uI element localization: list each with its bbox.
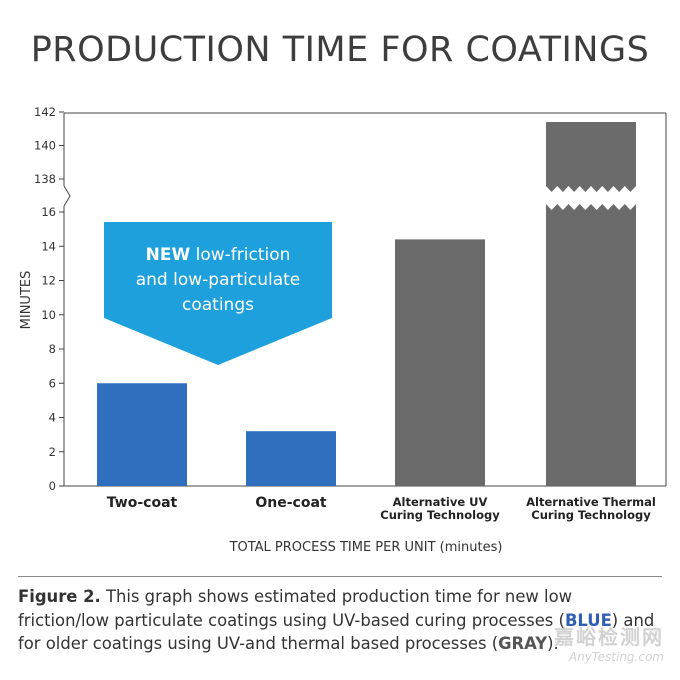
caption-text-1: This graph shows estimated production ti… bbox=[18, 587, 573, 630]
y-tick-label: 10 bbox=[41, 308, 56, 322]
caption-blue-word: BLUE bbox=[564, 610, 612, 630]
watermark: 嘉峪检测网 AnyTesting.com bbox=[554, 621, 664, 664]
x-axis-label: TOTAL PROCESS TIME PER UNIT (minutes) bbox=[229, 540, 503, 555]
y-tick-label: 6 bbox=[49, 376, 56, 390]
watermark-line-1: 嘉峪检测网 bbox=[554, 625, 664, 649]
callout-line-1: NEW low-friction bbox=[146, 245, 291, 265]
figure-caption: Figure 2. This graph shows estimated pro… bbox=[18, 585, 668, 656]
caption-text-2: ) and for older coatings using UV-and th… bbox=[18, 610, 655, 654]
y-tick-label: 4 bbox=[49, 411, 56, 425]
x-tick-label: Alternative UV bbox=[393, 495, 488, 509]
chart-title: PRODUCTION TIME FOR COATINGS bbox=[30, 30, 650, 70]
callout-line-1-rest: low-friction bbox=[190, 245, 290, 265]
y-axis-label: MINUTES bbox=[19, 271, 34, 330]
x-tick-label: Curing Technology bbox=[380, 508, 500, 522]
y-tick-label: 0 bbox=[49, 479, 56, 493]
caption-label: Figure 2. bbox=[18, 587, 101, 606]
callout-line-2: and low-particulate bbox=[136, 270, 301, 290]
y-tick-label: 142 bbox=[34, 105, 56, 119]
x-tick-label: Two-coat bbox=[107, 495, 178, 511]
bar-chart: 0 2 4 6 8 10 12 14 16 138 140 142 MINUTES Two-coat One… bbox=[19, 105, 667, 555]
x-tick-label: One-coat bbox=[255, 495, 327, 511]
y-tick-label: 8 bbox=[49, 342, 56, 356]
watermark-line-2: AnyTesting.com bbox=[568, 650, 664, 664]
bar bbox=[395, 239, 485, 486]
bar bbox=[246, 431, 336, 486]
callout-line-3: coatings bbox=[182, 295, 254, 315]
callout-new-word: NEW bbox=[146, 245, 191, 265]
bar bbox=[546, 122, 636, 487]
y-axis-break-mark bbox=[63, 185, 71, 207]
callout-banner bbox=[104, 222, 332, 365]
y-tick-label: 12 bbox=[41, 274, 56, 288]
y-tick-label: 14 bbox=[41, 239, 56, 253]
caption-text-3: ). bbox=[547, 634, 559, 653]
caption-gray-word: GRAY bbox=[498, 634, 548, 653]
x-tick-label: Curing Technology bbox=[531, 508, 651, 522]
bar bbox=[97, 383, 187, 486]
y-tick-label: 2 bbox=[49, 445, 56, 459]
caption-divider bbox=[18, 576, 662, 577]
x-tick-label: Alternative Thermal bbox=[526, 495, 656, 509]
y-tick-label: 138 bbox=[34, 172, 56, 186]
y-tick-label: 16 bbox=[41, 205, 56, 219]
y-tick-label: 140 bbox=[34, 139, 56, 153]
